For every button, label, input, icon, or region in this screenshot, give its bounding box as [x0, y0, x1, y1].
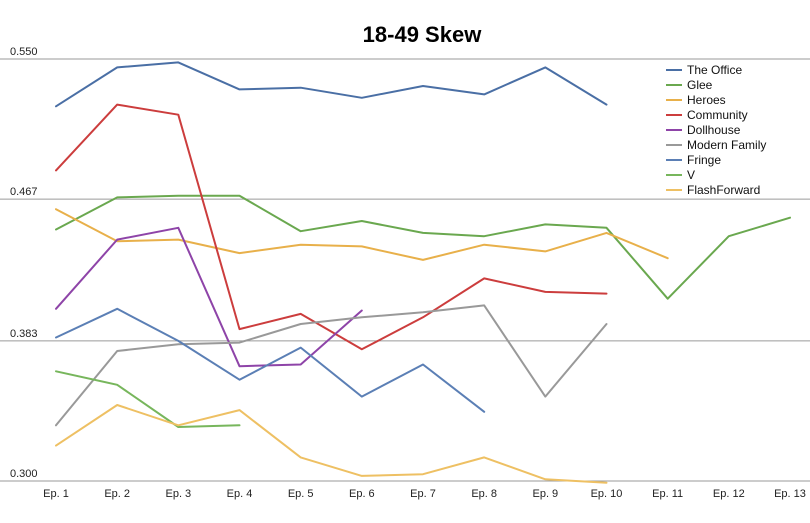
x-tick-label: Ep. 8	[471, 488, 497, 500]
series-line	[55, 194, 791, 300]
legend-label: FlashForward	[687, 183, 760, 197]
legend: The OfficeGleeHeroesCommunityDollhouseMo…	[666, 63, 766, 197]
series-heroes	[55, 208, 669, 261]
y-tick-label: 0.383	[10, 328, 38, 340]
legend-item: Dollhouse	[666, 123, 741, 137]
x-tick-label: Ep. 5	[288, 488, 314, 500]
series-line	[55, 370, 241, 428]
series-fringe	[55, 307, 486, 413]
legend-label: Heroes	[687, 93, 726, 107]
y-tick-label: 0.550	[10, 46, 38, 58]
y-tick-label: 0.467	[10, 186, 38, 198]
x-tick-label: Ep. 7	[410, 488, 436, 500]
legend-item: The Office	[666, 63, 742, 77]
x-tick-label: Ep. 2	[104, 488, 130, 500]
legend-label: Modern Family	[687, 138, 766, 152]
x-tick-label: Ep. 10	[591, 488, 623, 500]
x-tick-label: Ep. 12	[713, 488, 745, 500]
series-line	[55, 307, 486, 413]
legend-label: V	[687, 168, 695, 182]
series-line	[55, 103, 608, 351]
gridlines	[0, 58, 810, 482]
legend-item: Heroes	[666, 93, 726, 107]
series-community	[55, 103, 608, 351]
series-line	[55, 404, 608, 484]
legend-label: Dollhouse	[687, 123, 741, 137]
series-line	[55, 208, 669, 261]
x-tick-label: Ep. 4	[227, 488, 253, 500]
x-tick-label: Ep. 13	[774, 488, 806, 500]
chart-title: 18-49 Skew	[363, 22, 483, 47]
legend-label: The Office	[687, 63, 742, 77]
series-line	[55, 61, 608, 108]
y-axis-tick-labels: 0.300 0.383 0.467 0.550	[10, 46, 38, 480]
legend-item: Modern Family	[666, 138, 766, 152]
legend-label: Community	[687, 108, 748, 122]
x-axis-tick-labels: Ep. 1 Ep. 2 Ep. 3 Ep. 4 Ep. 5 Ep. 6 Ep. 7 Ep. 8…	[43, 488, 806, 500]
series-line	[55, 226, 363, 368]
series-the-office	[55, 61, 608, 108]
x-tick-label: Ep. 1	[43, 488, 69, 500]
legend-label: Fringe	[687, 153, 721, 167]
legend-item: V	[666, 168, 695, 182]
series-modern-family	[55, 304, 608, 427]
series-lines	[55, 61, 791, 484]
legend-item: Glee	[666, 78, 713, 92]
x-tick-label: Ep. 3	[165, 488, 191, 500]
x-tick-label: Ep. 6	[349, 488, 375, 500]
x-tick-label: Ep. 9	[532, 488, 558, 500]
series-glee	[55, 194, 791, 300]
legend-item: Fringe	[666, 153, 721, 167]
series-line	[55, 304, 608, 427]
series-flashforward	[55, 404, 608, 484]
x-tick-label: Ep. 11	[652, 488, 683, 500]
legend-item: Community	[666, 108, 748, 122]
legend-label: Glee	[687, 78, 713, 92]
legend-item: FlashForward	[666, 183, 760, 197]
y-tick-label: 0.300	[10, 468, 38, 480]
series-dollhouse	[55, 226, 363, 368]
series-v	[55, 370, 241, 428]
